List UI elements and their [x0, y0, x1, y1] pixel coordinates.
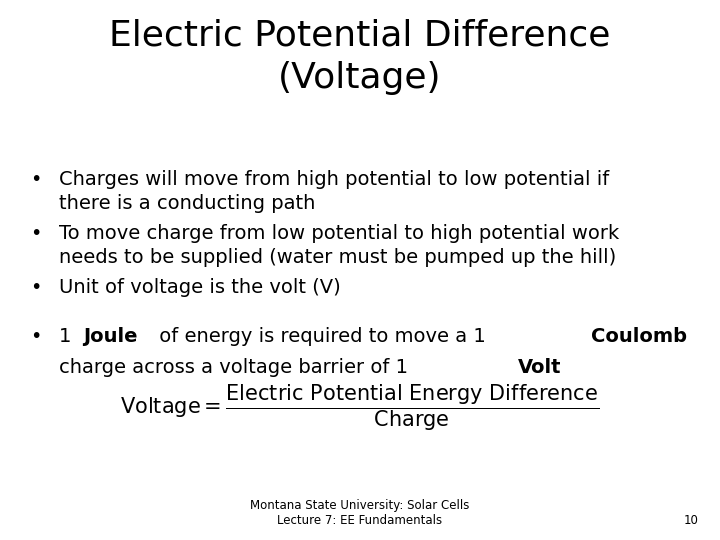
Text: •: •	[30, 170, 42, 189]
Text: charge across a voltage barrier of 1: charge across a voltage barrier of 1	[59, 358, 414, 377]
Text: of energy is required to move a 1: of energy is required to move a 1	[153, 327, 492, 346]
Text: •: •	[30, 278, 42, 297]
Text: •: •	[30, 327, 42, 346]
Text: To move charge from low potential to high potential work
needs to be supplied (w: To move charge from low potential to hig…	[59, 224, 619, 267]
Text: Electric Potential Difference
(Voltage): Electric Potential Difference (Voltage)	[109, 19, 611, 95]
Text: •: •	[30, 224, 42, 243]
Text: 10: 10	[683, 514, 698, 526]
Text: $\mathrm{Voltage} = \dfrac{\mathrm{Electric\ Potential\ Energy\ Difference}}{\ma: $\mathrm{Voltage} = \dfrac{\mathrm{Elect…	[120, 382, 600, 433]
Text: Joule: Joule	[83, 327, 138, 346]
Text: Unit of voltage is the volt (V): Unit of voltage is the volt (V)	[59, 278, 341, 297]
Text: Coulomb: Coulomb	[591, 327, 687, 346]
Text: Charges will move from high potential to low potential if
there is a conducting : Charges will move from high potential to…	[59, 170, 609, 213]
Text: 1: 1	[59, 327, 78, 346]
Text: Volt: Volt	[518, 358, 561, 377]
Text: Montana State University: Solar Cells
Lecture 7: EE Fundamentals: Montana State University: Solar Cells Le…	[251, 498, 469, 526]
